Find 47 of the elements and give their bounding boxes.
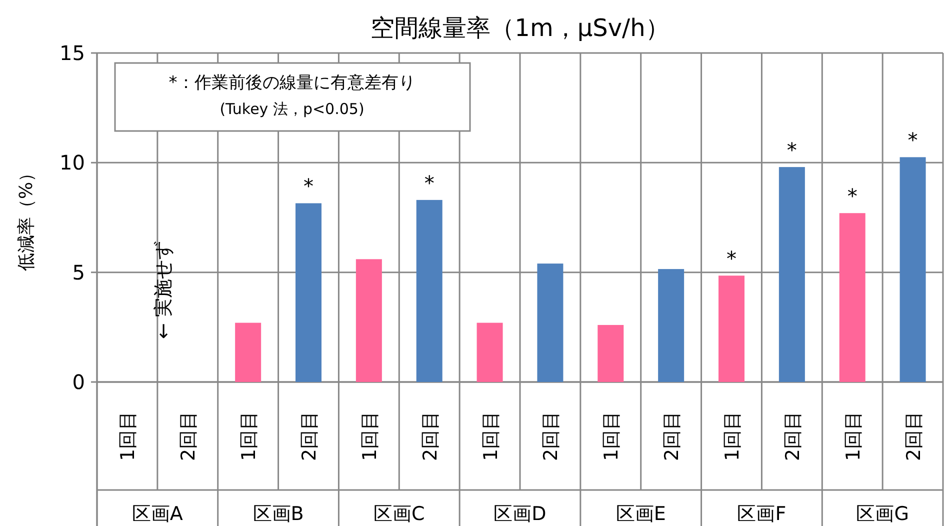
bar — [416, 200, 442, 382]
x-tick-label: 2回目 — [782, 410, 804, 462]
x-tick-label: 2回目 — [902, 410, 925, 462]
bar — [900, 157, 926, 382]
data-label: * — [847, 184, 858, 208]
x-tick-label: 1回目 — [238, 410, 260, 462]
text: 区画F — [737, 503, 786, 525]
bar — [235, 322, 262, 382]
y-tick-label: 5 — [72, 260, 85, 284]
bar — [839, 213, 866, 382]
bar — [658, 269, 684, 382]
text: 区画A — [132, 503, 183, 525]
text: 区画E — [616, 503, 666, 525]
x-tick-label: 1回目 — [842, 410, 864, 462]
x-tick-label: 2回目 — [661, 410, 684, 462]
bar — [296, 203, 322, 382]
x-tick-label: 1回目 — [117, 410, 140, 462]
x-tick-label: 2回目 — [298, 410, 320, 462]
x-tick-label: 2回目 — [178, 410, 200, 462]
x-tick-label: 1回目 — [358, 410, 381, 462]
annotation: *：作業前後の線量に有意差有り (Tukey 法，p<0.05) — [168, 73, 416, 118]
data-label: * — [424, 170, 434, 195]
y-tick-label: 0 — [72, 370, 85, 394]
y-tick-label: 15 — [60, 41, 85, 65]
x-tick-label: 1回目 — [480, 410, 502, 462]
x-tick-label: 2回目 — [419, 410, 442, 462]
y-axis-title: 低減率（%） — [16, 164, 37, 272]
data-label: * — [304, 174, 314, 198]
bar — [537, 264, 564, 382]
data-label: * — [786, 138, 797, 162]
chart-title: 空間線量率（1m，μSv/h） — [370, 14, 670, 42]
bar — [476, 322, 503, 382]
data-label: * — [726, 246, 736, 271]
annotation: ← 実施せず — [152, 241, 175, 339]
text: 区画D — [494, 503, 546, 525]
x-tick-label: 1回目 — [600, 410, 623, 462]
bar — [356, 259, 382, 382]
y-tick-label: 10 — [60, 150, 85, 175]
text: 区画C — [374, 503, 425, 525]
bar — [778, 167, 805, 382]
text: 区画G — [856, 503, 909, 525]
bar — [718, 276, 744, 382]
data-label: * — [908, 128, 918, 152]
x-tick-label: 1回目 — [722, 410, 744, 462]
bar — [598, 324, 624, 382]
x-tick-label: 2回目 — [540, 410, 562, 462]
text: 区画B — [252, 503, 304, 525]
